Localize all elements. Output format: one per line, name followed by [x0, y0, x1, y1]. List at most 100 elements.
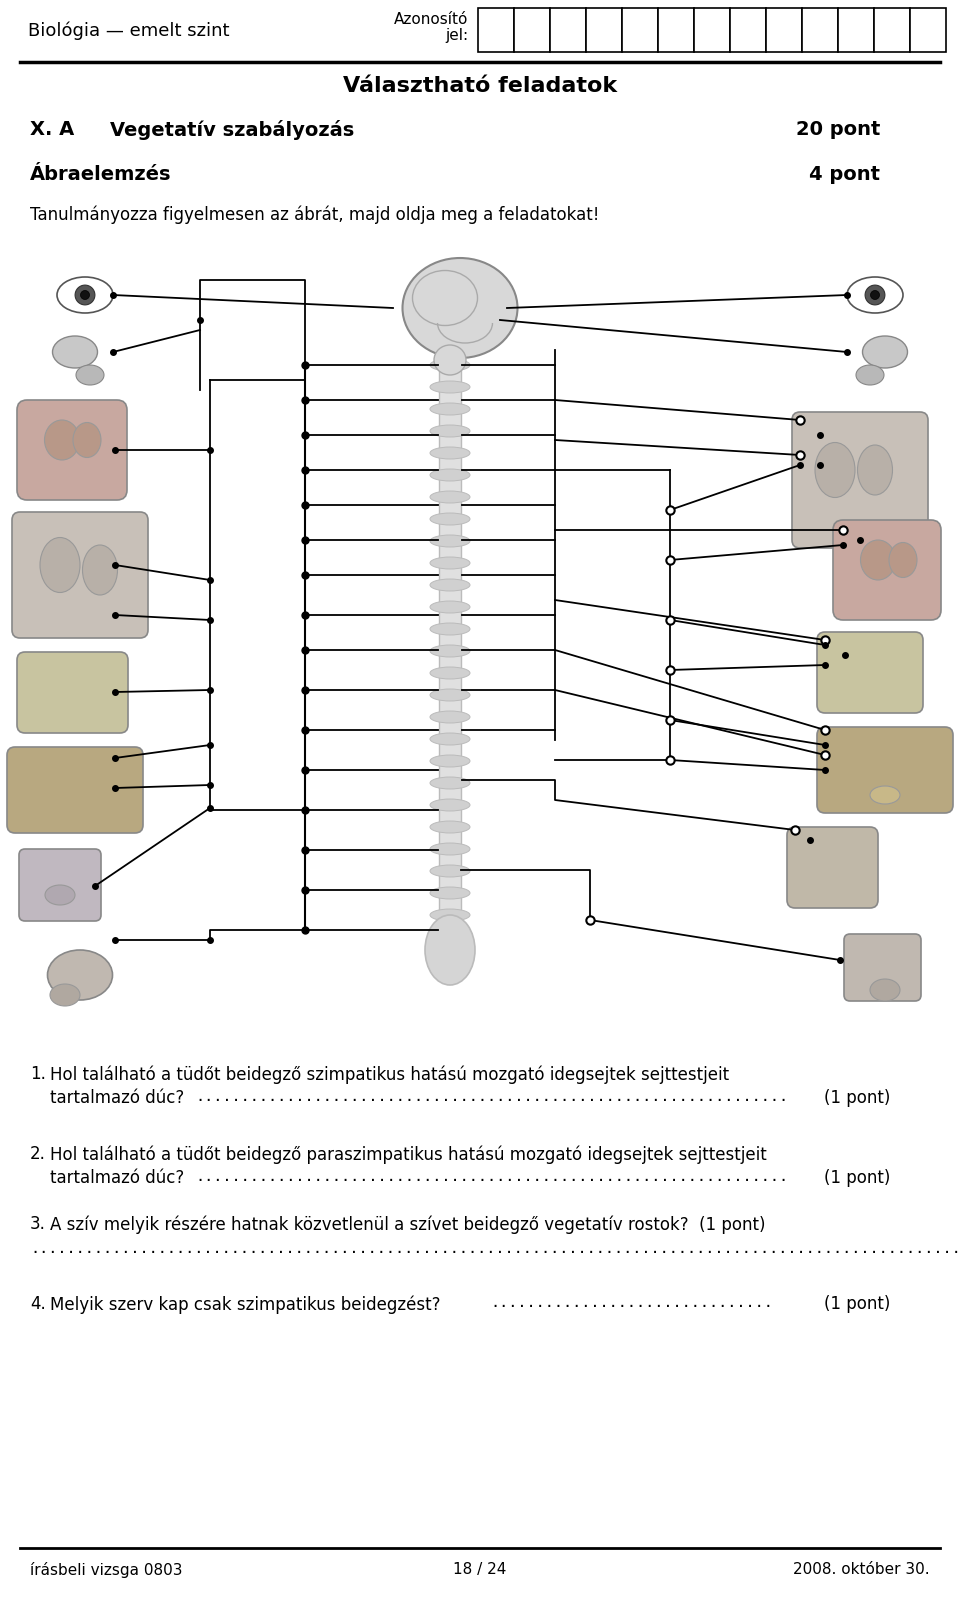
Ellipse shape	[815, 442, 855, 497]
FancyBboxPatch shape	[12, 511, 148, 639]
Ellipse shape	[73, 423, 101, 458]
FancyBboxPatch shape	[17, 652, 128, 732]
Ellipse shape	[47, 950, 112, 1000]
Text: 20 pont: 20 pont	[796, 119, 880, 139]
Ellipse shape	[860, 540, 896, 581]
Bar	[478, 8, 514, 52]
Ellipse shape	[430, 865, 470, 877]
Text: tartalmazó dúc?: tartalmazó dúc?	[50, 1089, 184, 1107]
Text: jel:: jel:	[444, 27, 468, 44]
FancyBboxPatch shape	[19, 848, 101, 921]
Bar	[694, 8, 730, 52]
Text: Melyik szerv kap csak szimpatikus beidegzést?: Melyik szerv kap csak szimpatikus beideg…	[50, 1295, 441, 1313]
Ellipse shape	[50, 984, 80, 1007]
Ellipse shape	[430, 556, 470, 569]
Bar	[802, 8, 838, 52]
Text: (1 pont): (1 pont)	[824, 1089, 890, 1107]
FancyBboxPatch shape	[817, 632, 923, 713]
Ellipse shape	[430, 953, 470, 965]
Bar	[730, 8, 766, 52]
Ellipse shape	[430, 447, 470, 460]
Text: 2008. október 30.: 2008. október 30.	[793, 1561, 930, 1578]
Text: ...............................: ...............................	[490, 1295, 773, 1310]
Text: ................................................................................: ........................................…	[30, 1240, 960, 1257]
Ellipse shape	[430, 579, 470, 590]
Ellipse shape	[430, 668, 470, 679]
Ellipse shape	[430, 931, 470, 944]
Bar	[586, 8, 622, 52]
Ellipse shape	[870, 979, 900, 1002]
Ellipse shape	[402, 258, 517, 358]
Ellipse shape	[430, 602, 470, 613]
Ellipse shape	[430, 689, 470, 702]
Text: Tanulmányozza figyelmesen az ábrát, majd oldja meg a feladatokat!: Tanulmányozza figyelmesen az ábrát, majd…	[30, 205, 599, 224]
Text: .................................................................: ........................................…	[195, 1089, 788, 1103]
Ellipse shape	[847, 277, 903, 313]
Text: 4.: 4.	[30, 1295, 46, 1313]
Text: írásbeli vizsga 0803: írásbeli vizsga 0803	[30, 1561, 182, 1578]
FancyBboxPatch shape	[817, 727, 953, 813]
Text: Hol található a tüdőt beidegző szimpatikus hatású mozgató idegsejtek sejttestjei: Hol található a tüdőt beidegző szimpatik…	[50, 1065, 730, 1084]
Ellipse shape	[430, 381, 470, 394]
Ellipse shape	[430, 403, 470, 415]
Text: (1 pont): (1 pont)	[824, 1295, 890, 1313]
Ellipse shape	[430, 798, 470, 811]
FancyBboxPatch shape	[833, 519, 941, 619]
Ellipse shape	[870, 786, 900, 803]
Ellipse shape	[856, 365, 884, 386]
Ellipse shape	[430, 536, 470, 547]
Ellipse shape	[857, 445, 893, 495]
Ellipse shape	[430, 424, 470, 437]
Ellipse shape	[425, 915, 475, 986]
Ellipse shape	[40, 537, 80, 592]
Text: 18 / 24: 18 / 24	[453, 1561, 507, 1578]
Bar	[550, 8, 586, 52]
Bar	[766, 8, 802, 52]
FancyBboxPatch shape	[844, 934, 921, 1002]
Text: 4 pont: 4 pont	[809, 165, 880, 184]
Ellipse shape	[53, 336, 98, 368]
Ellipse shape	[430, 490, 470, 503]
Text: Hol található a tüdőt beidegző paraszimpatikus hatású mozgató idegsejtek sejttes: Hol található a tüdőt beidegző paraszimp…	[50, 1145, 767, 1163]
Text: 2.: 2.	[30, 1145, 46, 1163]
Ellipse shape	[430, 821, 470, 832]
Text: 1.: 1.	[30, 1065, 46, 1082]
Ellipse shape	[45, 886, 75, 905]
Ellipse shape	[430, 360, 470, 371]
Ellipse shape	[430, 910, 470, 921]
Bar	[910, 8, 946, 52]
Text: X. A: X. A	[30, 119, 74, 139]
Ellipse shape	[75, 286, 95, 305]
Text: Választható feladatok: Választható feladatok	[343, 76, 617, 97]
Ellipse shape	[430, 623, 470, 636]
FancyBboxPatch shape	[787, 827, 878, 908]
Bar	[658, 8, 694, 52]
Ellipse shape	[430, 645, 470, 656]
Text: (1 pont): (1 pont)	[824, 1169, 890, 1187]
Ellipse shape	[430, 777, 470, 789]
Text: 3.: 3.	[30, 1215, 46, 1232]
Text: .................................................................: ........................................…	[195, 1169, 788, 1184]
Ellipse shape	[434, 345, 466, 374]
Text: Ábraelemzés: Ábraelemzés	[30, 165, 172, 184]
Ellipse shape	[865, 286, 885, 305]
Ellipse shape	[430, 755, 470, 768]
Text: Vegetatív szabályozás: Vegetatív szabályozás	[110, 119, 354, 140]
Text: Azonosító: Azonosító	[394, 11, 468, 27]
Bar	[622, 8, 658, 52]
Text: tartalmazó dúc?: tartalmazó dúc?	[50, 1169, 184, 1187]
Ellipse shape	[430, 711, 470, 723]
Bar	[514, 8, 550, 52]
Ellipse shape	[430, 469, 470, 481]
Ellipse shape	[862, 336, 907, 368]
Text: A szív melyik részére hatnak közvetlenül a szívet beidegző vegetatív rostok?  (1: A szív melyik részére hatnak közvetlenül…	[50, 1215, 765, 1234]
Bar	[439, 350, 461, 981]
Ellipse shape	[889, 542, 917, 577]
Ellipse shape	[430, 887, 470, 898]
FancyBboxPatch shape	[792, 411, 928, 548]
FancyBboxPatch shape	[7, 747, 143, 832]
Ellipse shape	[430, 844, 470, 855]
Bar	[838, 8, 874, 52]
Ellipse shape	[57, 277, 113, 313]
Ellipse shape	[430, 513, 470, 524]
